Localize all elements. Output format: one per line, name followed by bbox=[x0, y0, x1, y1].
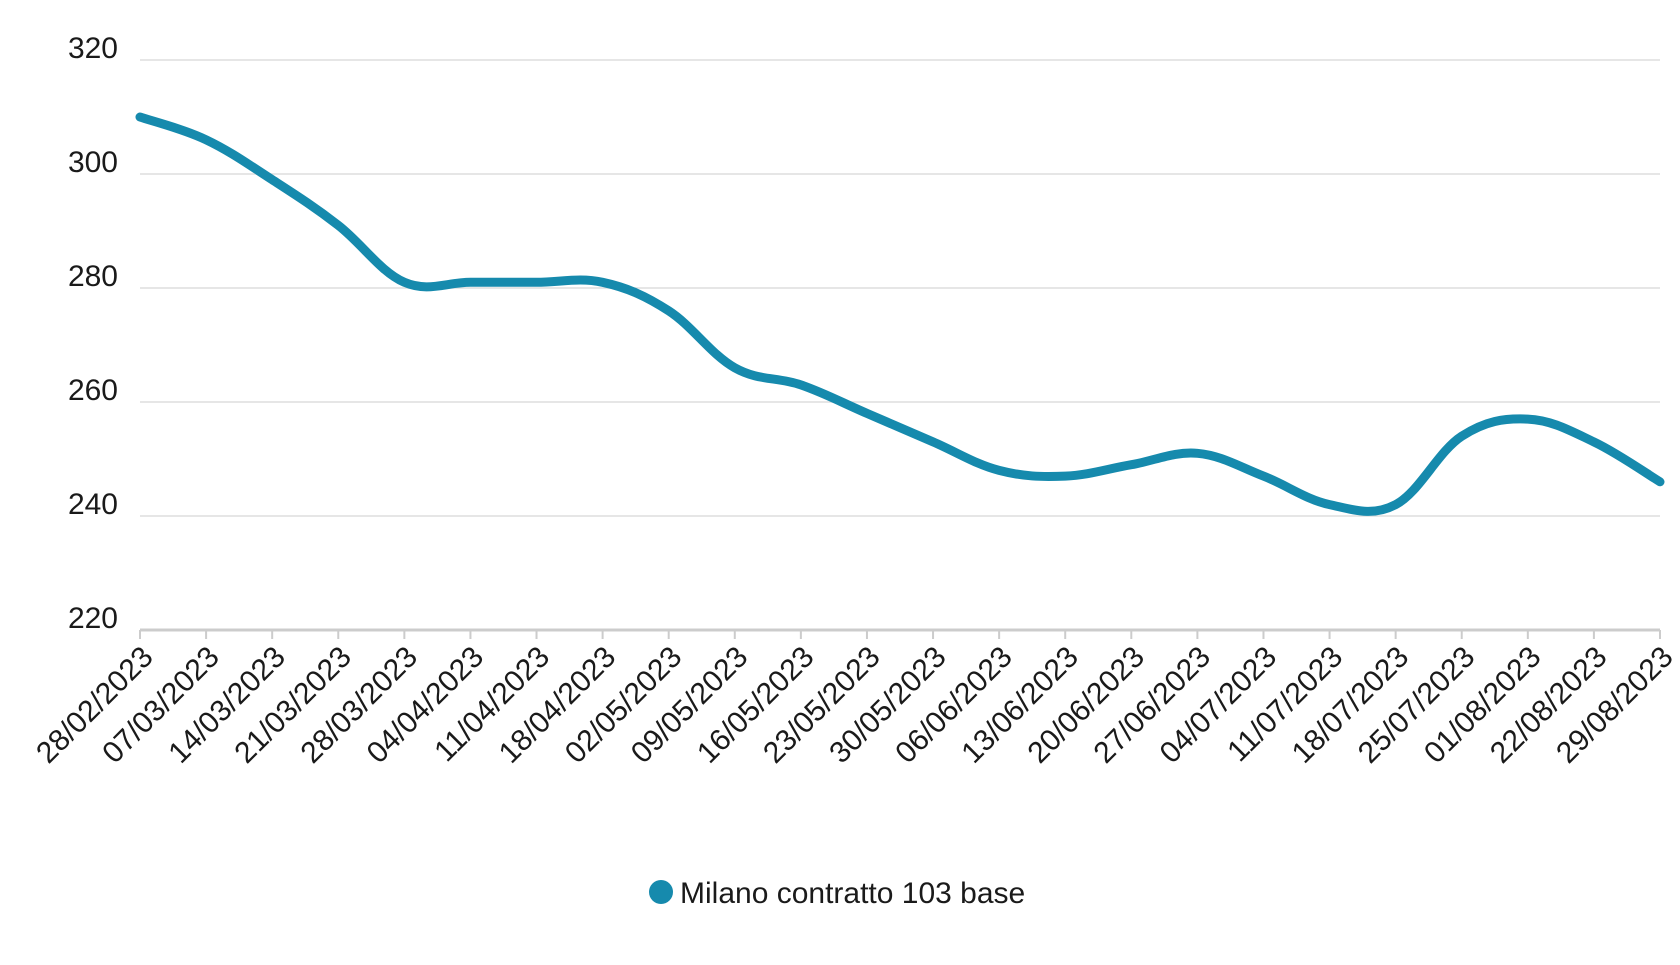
data-point bbox=[734, 367, 736, 369]
data-point bbox=[469, 281, 471, 283]
y-tick-label: 220 bbox=[68, 602, 118, 635]
data-point bbox=[668, 310, 670, 312]
data-point bbox=[932, 441, 934, 443]
data-point bbox=[536, 281, 538, 283]
y-tick-label: 240 bbox=[68, 488, 118, 521]
data-point bbox=[1461, 435, 1463, 437]
data-point bbox=[998, 469, 1000, 471]
gridlines bbox=[140, 59, 1660, 517]
data-point bbox=[1527, 418, 1529, 420]
data-point bbox=[1329, 504, 1331, 506]
series-line-0 bbox=[135, 112, 1665, 516]
y-axis-tick-labels: 220 240 260 280 300 320 bbox=[68, 32, 118, 635]
legend-marker bbox=[649, 880, 673, 904]
legend[interactable]: Milano contratto 103 base bbox=[649, 877, 1025, 910]
y-tick-label: 260 bbox=[68, 374, 118, 407]
data-point bbox=[205, 139, 207, 141]
data-point bbox=[866, 412, 868, 414]
x-axis bbox=[139, 628, 1661, 639]
data-point bbox=[139, 116, 141, 118]
data-point bbox=[403, 281, 405, 283]
data-point bbox=[1395, 504, 1397, 506]
y-tick-label: 300 bbox=[68, 146, 118, 179]
data-point bbox=[800, 384, 802, 386]
data-point bbox=[271, 179, 273, 181]
data-point bbox=[1196, 452, 1198, 454]
x-axis-tick-labels: 28/02/202307/03/202314/03/202321/03/2023… bbox=[30, 640, 1680, 770]
data-point bbox=[1262, 475, 1264, 477]
data-point bbox=[1659, 481, 1661, 483]
y-tick-label: 280 bbox=[68, 260, 118, 293]
data-point bbox=[1593, 441, 1595, 443]
legend-label: Milano contratto 103 base bbox=[680, 877, 1025, 910]
y-tick-label: 320 bbox=[68, 32, 118, 65]
series-layer bbox=[135, 112, 1665, 516]
data-point bbox=[1064, 475, 1066, 477]
data-point bbox=[1130, 464, 1132, 466]
data-point bbox=[337, 224, 339, 226]
data-point bbox=[602, 281, 604, 283]
